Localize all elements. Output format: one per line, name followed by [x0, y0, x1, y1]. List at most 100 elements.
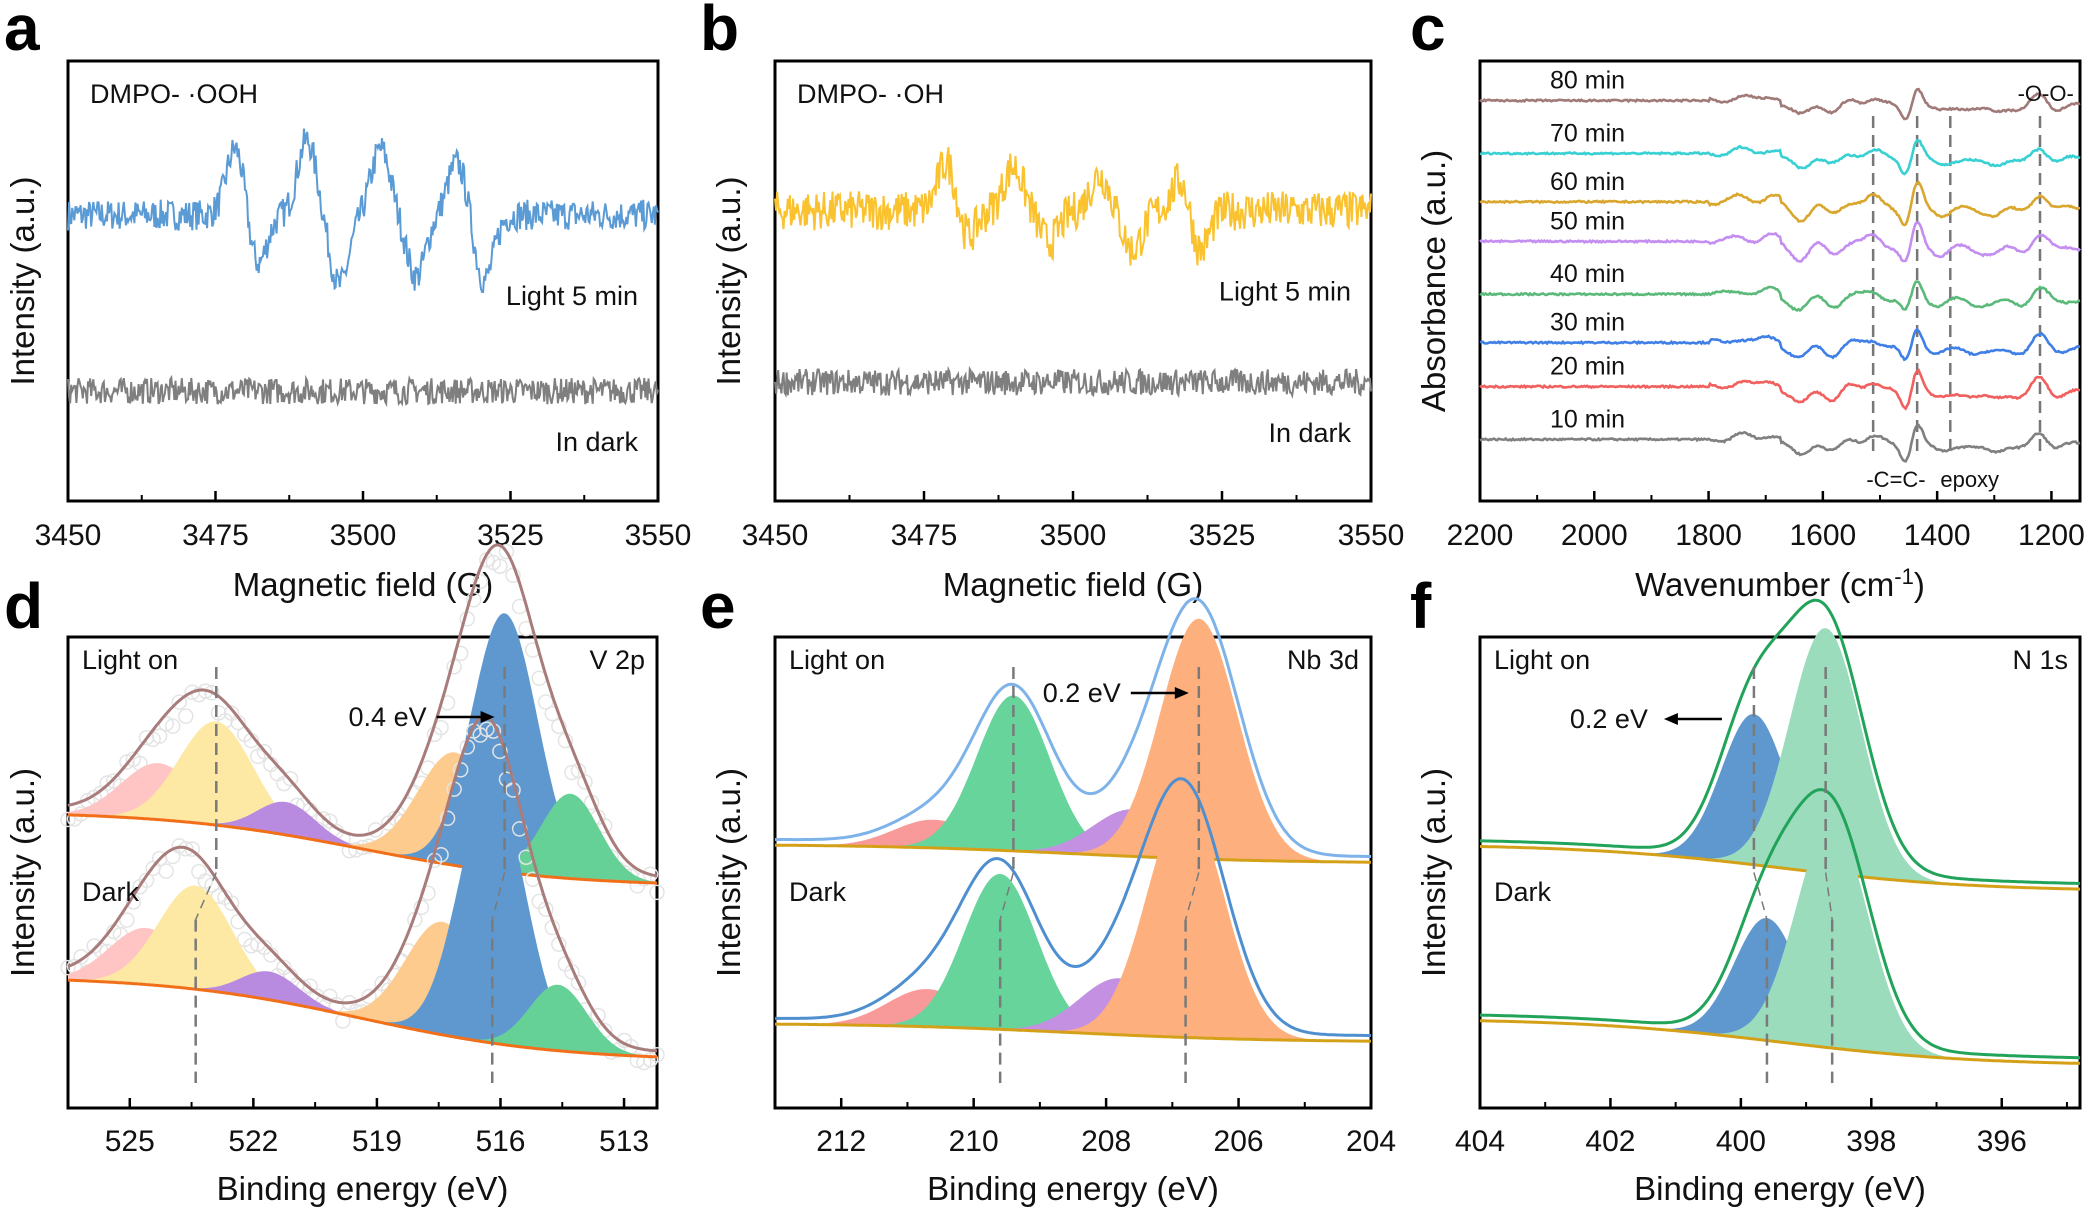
spectrum-time-label: 80 min — [1550, 67, 1625, 95]
x-tick-label: 402 — [1585, 1125, 1635, 1158]
panel-c-ftir: 2200 2000 1800 1600 1400 1200 Wavenumber (cm-1… — [1410, 0, 2085, 603]
x-tick-label: 396 — [1977, 1125, 2027, 1158]
raw-data-point — [315, 811, 331, 827]
x-tick-label: 3450 — [35, 519, 102, 552]
fit-component-area — [68, 613, 657, 884]
x-tick-label: 3450 — [742, 519, 809, 552]
band-label: -O-O- — [2018, 81, 2074, 106]
condition-label-light: Light on — [82, 645, 178, 675]
spectrum-line — [1479, 327, 2081, 362]
fit-envelope-line — [1479, 598, 2081, 885]
panel-letter: c — [1410, 0, 1446, 64]
raw-data-point — [164, 718, 181, 734]
raw-data-point — [223, 895, 240, 911]
x-axis-title: Binding energy (eV) — [1634, 1170, 1926, 1207]
peak-shift-connector — [1184, 872, 1200, 920]
raw-data-point — [282, 770, 299, 787]
raw-data-point — [73, 949, 89, 965]
background-line — [1479, 1019, 2081, 1065]
series-line-in-dark — [67, 374, 659, 408]
peak-shift-connector — [194, 872, 217, 920]
y-axis-title: Absorbance (a.u.) — [1415, 150, 1452, 412]
background-line — [67, 813, 658, 885]
raw-data-point — [577, 774, 593, 790]
condition-label-dark: Dark — [82, 877, 140, 907]
raw-data-point — [537, 694, 554, 710]
spin-adduct-label: DMPO- ·OH — [797, 79, 944, 109]
panel-letter: d — [4, 570, 43, 642]
fit-envelope-line — [775, 597, 1371, 858]
x-tick-label: 212 — [816, 1125, 866, 1158]
condition-label-light: Light on — [1494, 645, 1590, 675]
x-tick-label: 513 — [599, 1125, 649, 1158]
series-label: Light 5 min — [1219, 277, 1351, 307]
raw-data-point — [649, 884, 665, 901]
spectrum-line — [1479, 280, 2081, 312]
raw-data-point — [269, 765, 286, 782]
energy-shift-label: 0.4 eV — [349, 702, 427, 732]
arrow-right-icon — [1174, 687, 1189, 699]
core-level-label: Nb 3d — [1287, 645, 1359, 675]
spectrum-time-label: 10 min — [1550, 405, 1625, 433]
fit-component-area — [68, 784, 657, 1057]
fit-envelope-line — [67, 543, 658, 878]
panel-letter: a — [4, 0, 40, 64]
condition-label-dark: Dark — [789, 877, 847, 907]
spectrum-time-label: 60 min — [1550, 168, 1625, 196]
spectrum-time-label: 30 min — [1550, 309, 1625, 337]
panel-letter: b — [700, 0, 739, 64]
x-tick-label: 3500 — [1040, 519, 1107, 552]
core-level-label: V 2p — [589, 645, 645, 675]
plot-frame — [1478, 59, 2082, 503]
raw-data-point — [367, 822, 384, 838]
panel-a-epr-ooh: 3450 3475 3500 3525 3550 Magnetic field (G) In… — [4, 0, 691, 603]
peak-shift-connector — [999, 872, 1015, 920]
fit-envelope-line — [775, 777, 1371, 1037]
x-axis-title-sup: -1 — [1894, 564, 1914, 589]
arrow-left-icon — [1663, 713, 1678, 725]
spectrum-time-label: 40 min — [1550, 260, 1625, 288]
raw-data-point — [479, 721, 495, 737]
x-tick-label: 404 — [1455, 1125, 1505, 1158]
x-tick-label: 1400 — [1904, 519, 1971, 552]
fit-component-area — [68, 928, 657, 1057]
x-axis-title: Binding energy (eV) — [217, 1170, 509, 1207]
y-axis-title: Intensity (a.u.) — [710, 768, 747, 977]
plot-frame — [773, 635, 1373, 1110]
x-tick-label: 519 — [352, 1125, 402, 1158]
x-tick-label: 398 — [1846, 1125, 1896, 1158]
background-line — [1480, 845, 2080, 891]
spectrum-line — [1479, 138, 2081, 176]
spectrum-time-label: 50 min — [1550, 207, 1625, 235]
peak-shift-connector — [1753, 872, 1768, 920]
raw-data-point — [119, 912, 135, 928]
panel-letter: e — [700, 570, 736, 642]
x-tick-label: 400 — [1716, 1125, 1766, 1158]
series-line-in-dark — [774, 365, 1372, 399]
x-tick-label: 516 — [475, 1125, 525, 1158]
spectrum-line — [1479, 368, 2081, 411]
y-axis-title: Intensity (a.u.) — [4, 176, 41, 385]
fit-component-area — [775, 819, 1371, 863]
condition-label-light: Light on — [789, 645, 885, 675]
x-tick-label: 3525 — [477, 519, 544, 552]
series-label: In dark — [555, 427, 638, 457]
raw-data-point — [551, 718, 567, 735]
fit-component-area — [68, 721, 657, 884]
raw-data-point — [649, 1046, 665, 1063]
peak-shift-connector — [491, 872, 506, 920]
fit-component-area — [775, 695, 1371, 863]
raw-data-point — [256, 743, 273, 760]
series-label: Light 5 min — [506, 281, 638, 311]
panel-e-xps-nb3d: 212 210 208 206 204 Binding energy (eV) Intens… — [700, 570, 1396, 1207]
raw-data-point — [158, 863, 174, 879]
plot-frame — [1478, 635, 2082, 1110]
spectrum-line — [1479, 87, 2081, 121]
background-line — [774, 843, 1371, 864]
raw-data-point — [590, 1007, 606, 1024]
spectrum-line — [1479, 180, 2081, 227]
fit-component-area — [68, 885, 657, 1057]
spectrum-time-label: 70 min — [1550, 119, 1625, 147]
fit-component-area — [775, 802, 1371, 1042]
band-label: -C=C- — [1866, 467, 1925, 492]
